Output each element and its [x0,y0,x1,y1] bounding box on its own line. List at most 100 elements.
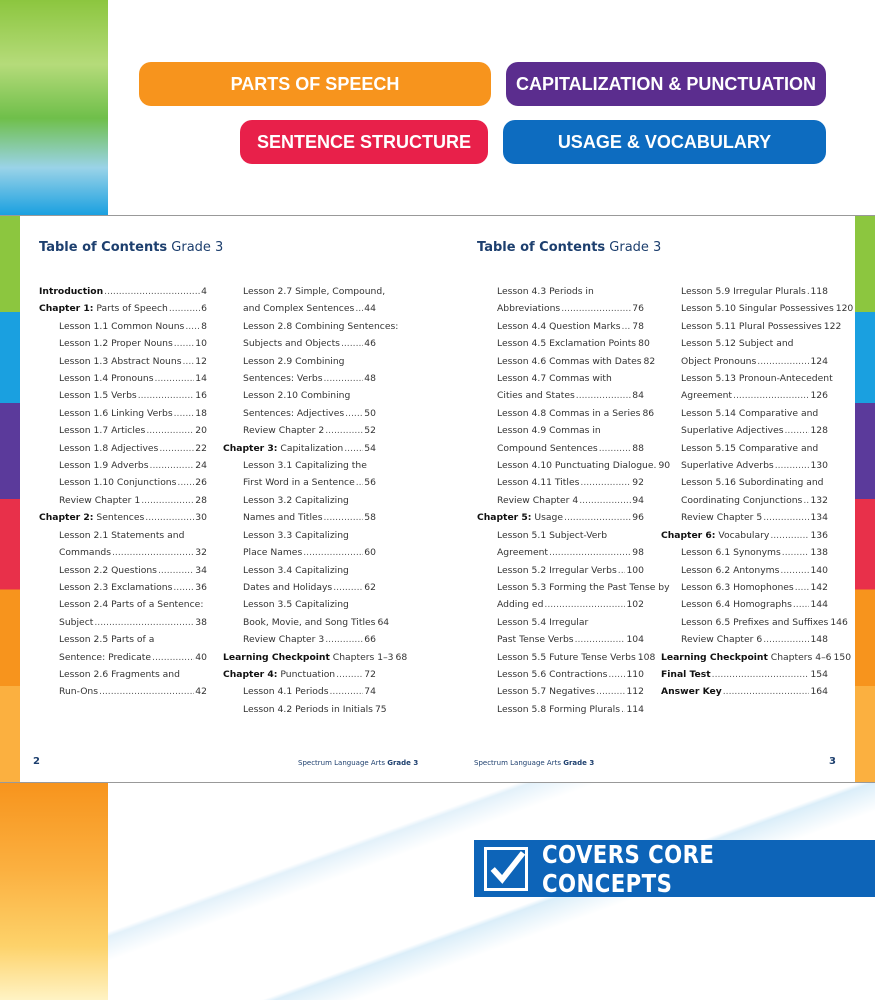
toc-entry: Lesson 5.7 Negatives 112 [477,683,644,700]
toc-entry-text: Capitalization [277,442,344,454]
toc-entry-text: Lesson 4.7 Commas with [497,373,612,385]
toc-entry-title: Lesson 4.4 Question Marks [497,318,621,335]
toc-entry-text: Review Chapter 3 [243,634,325,646]
dot-leader [579,492,631,509]
toc-entry: Lesson 1.1 Common Nouns 8 [39,318,207,335]
toc-entry: Lesson 2.10 Combining [223,387,376,404]
toc-entry: Lesson 2.1 Statements and [39,527,207,544]
toc-entry-text: Dates and Holidays [243,581,333,593]
toc-entry-title: Lesson 1.5 Verbs [59,387,137,404]
dot-leader [549,544,631,561]
toc-entry-title: Lesson 2.9 Combining [243,353,344,370]
toc-entry-text: Lesson 1.2 Proper Nouns [59,338,173,350]
toc-entry-title: Lesson 2.1 Statements and [59,527,184,544]
toc-entry-text: Lesson 5.10 Singular Possessives [681,303,834,315]
toc-entry: Lesson 6.5 Prefixes and Suffixes 146 [661,614,848,631]
toc-entry-text: Compound Sentences [497,442,598,454]
dot-leader [336,666,363,683]
dot-leader [141,492,194,509]
toc-page-number: 46 [364,338,376,350]
toc-entry: Answer Key 164 [661,683,828,700]
toc-entry-text: Lesson 4.6 Commas with Dates [497,355,642,367]
toc-entry-text: Lesson 6.1 Synonyms [681,547,781,559]
toc-entry: Lesson 5.12 Subject and [661,335,828,352]
toc-page-number: 30 [195,512,207,524]
toc-entry-text: Lesson 1.6 Linking Verbs [59,407,173,419]
dot-leader [575,631,626,648]
toc-entry-title: Lesson 5.16 Subordinating and [681,474,824,491]
toc-entry-text: Sentences: Verbs [243,373,323,385]
toc-entry-title: Lesson 4.11 Titles [497,474,579,491]
toc-entry-text: Lesson 5.9 Irregular Plurals [681,286,806,297]
toc-entry: Lesson 4.7 Commas with [477,370,644,387]
toc-entry-text: Lesson 2.8 Combining Sentences: [243,320,399,332]
toc-entry-text: Lesson 5.4 Irregular [497,616,589,628]
toc-page-number: 114 [626,703,644,715]
toc-entry: Learning Checkpoint Chapters 4–6 150 [661,649,851,666]
toc-entry-text: Object Pronouns [681,355,757,367]
toc-page-number: 6 [201,303,207,315]
toc-entry-title: Lesson 5.2 Irregular Verbs [497,562,617,579]
toc-entry: Lesson 5.2 Irregular Verbs 100 [477,562,644,579]
dot-leader [173,579,194,596]
toc-page-number: 82 [643,355,656,367]
toc-entry-text: Lesson 2.1 Statements and [59,529,185,541]
toc-entry: Lesson 2.6 Fragments and [39,666,207,683]
toc-entry-heading: Chapter 6: [661,529,716,541]
toc-entry: Lesson 3.2 Capitalizing [223,492,376,509]
covers-core-concepts-banner: COVERS CORE CONCEPTS [474,840,875,898]
dot-leader [174,335,195,352]
toc-entry-text: Review Chapter 5 [681,512,763,524]
toc-entry: Lesson 3.4 Capitalizing [223,562,376,579]
decorative-strip-bottom [0,783,108,1000]
toc-entry: Adding ed 102 [477,596,644,613]
page-edge-left [0,216,20,782]
dot-leader [618,562,626,579]
toc-entry: Lesson 1.5 Verbs 16 [39,387,207,404]
toc-page-number: 72 [364,668,376,680]
toc-entry: Lesson 5.14 Comparative and [661,405,828,422]
toc-entry-heading: Introduction [39,286,104,297]
dot-leader [112,544,194,561]
dot-leader [561,300,631,317]
toc-entry-text: Superlative Adjectives [681,425,784,437]
toc-entry-text: Lesson 1.4 Pronouns [59,373,154,385]
toc-entry: Lesson 6.2 Antonyms 140 [661,562,828,579]
toc-entry-text: First Word in a Sentence [243,477,355,489]
dot-leader [763,509,809,526]
toc-page-number: 146 [830,616,848,628]
toc-entry-text: Sentences: Adjectives [243,407,345,419]
toc-entry: Final Test 154 [661,666,828,683]
dot-leader [333,579,363,596]
toc-entry-text: Lesson 5.14 Comparative and [681,407,819,419]
toc-entry-title: Lesson 6.5 Prefixes and Suffixes [681,614,828,631]
page-number-right: 3 [829,756,836,767]
toc-entry-title: Chapter 2: Sentences [39,509,144,526]
toc-entry-text: Lesson 1.8 Adjectives [59,442,159,454]
toc-entry-title: Lesson 4.8 Commas in a Series [497,405,640,422]
toc-entry-heading: Answer Key [661,686,722,698]
toc-entry-text: Subject [59,616,94,628]
toc-page-number: 144 [810,599,828,611]
toc-entry: Lesson 5.15 Comparative and [661,440,828,457]
toc-entry-text: Punctuation [277,668,336,680]
toc-page-number: 112 [626,686,644,698]
dot-leader [576,387,632,404]
dot-leader [324,370,364,387]
toc-entry: Run-Ons 42 [39,683,207,700]
dot-leader [94,614,194,631]
toc-entry-text: Cities and States [497,390,575,402]
toc-entry-text: Agreement [497,547,549,559]
toc-page-number: 122 [823,320,842,332]
dot-leader [782,544,810,561]
dot-leader [757,353,809,370]
toc-entry-title: Lesson 5.4 Irregular [497,614,588,631]
toc-page-number: 40 [195,651,207,663]
toc-entry-text: Place Names [243,547,303,559]
dot-leader [325,631,363,648]
toc-page-number: 16 [195,390,207,402]
toc-entry: Lesson 6.4 Homographs 144 [661,596,828,613]
title-bold: Table of Contents [477,240,606,255]
toc-entry-heading: Learning Checkpoint [223,651,330,663]
toc-entry-title: Lesson 2.2 Questions [59,562,157,579]
